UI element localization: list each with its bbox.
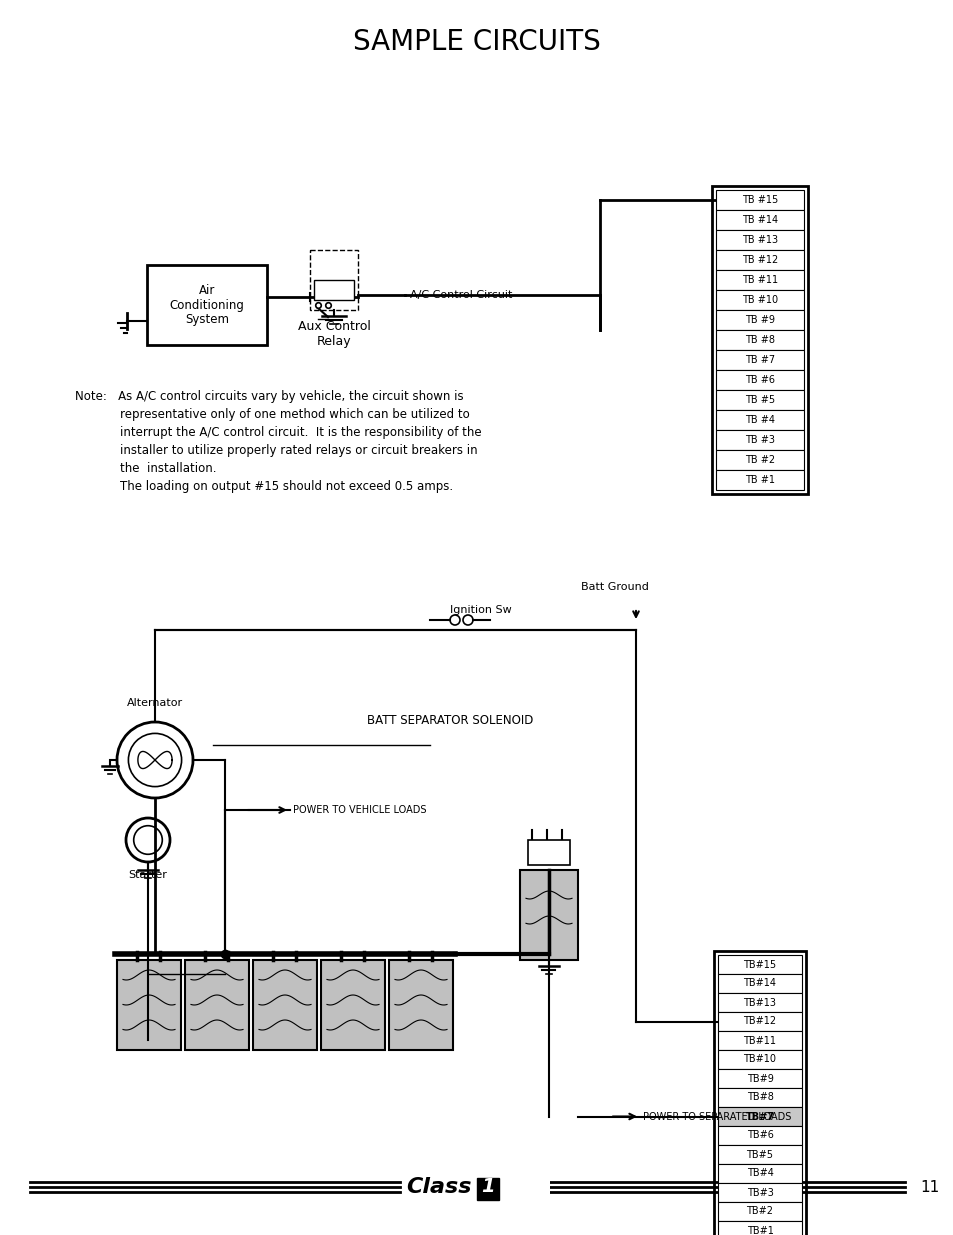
Bar [716,249,803,270]
Text: TB#10: TB#10 [742,1055,776,1065]
Bar [716,290,803,310]
Text: TB#2: TB#2 [745,1207,773,1216]
Text: Class: Class [406,1177,472,1197]
Text: 11: 11 [919,1179,939,1194]
Text: Starter: Starter [129,869,168,881]
Bar [476,1178,498,1200]
Bar [716,430,803,450]
Bar [716,270,803,290]
Bar [716,190,803,210]
Text: TB #1: TB #1 [744,475,774,485]
Bar [389,960,453,1050]
Bar [718,1145,801,1165]
Text: TB#6: TB#6 [746,1130,773,1140]
Text: TB#4: TB#4 [746,1168,773,1178]
Bar [320,960,385,1050]
Text: TB#7: TB#7 [744,1112,774,1121]
Bar [185,960,249,1050]
Bar [314,280,354,300]
Text: Aux Control
Relay: Aux Control Relay [297,320,370,348]
Text: Note:   As A/C control circuits vary by vehicle, the circuit shown is: Note: As A/C control circuits vary by ve… [75,390,463,403]
Text: TB#8: TB#8 [746,1093,773,1103]
Text: TB #9: TB #9 [744,315,774,325]
Bar [716,450,803,471]
Text: TB #7: TB #7 [744,354,774,366]
Bar [718,1107,801,1126]
Text: POWER TO VEHICLE LOADS: POWER TO VEHICLE LOADS [293,805,426,815]
Text: TB #11: TB #11 [741,275,778,285]
Bar [310,249,357,310]
Bar [718,1202,801,1221]
Text: TB #2: TB #2 [744,454,774,466]
Bar [519,869,578,960]
Text: interrupt the A/C control circuit.  It is the responsibility of the: interrupt the A/C control circuit. It is… [75,426,481,438]
Text: TB #4: TB #4 [744,415,774,425]
Text: TB#12: TB#12 [742,1016,776,1026]
Text: TB#11: TB#11 [742,1035,776,1046]
Bar [716,350,803,370]
Bar [718,974,801,993]
Bar [716,471,803,490]
Bar [716,370,803,390]
Text: TB #10: TB #10 [741,295,778,305]
Bar [117,960,181,1050]
Bar [716,210,803,230]
Text: 1: 1 [480,1177,495,1197]
Bar [716,310,803,330]
Bar [527,840,569,864]
Text: TB#13: TB#13 [742,998,776,1008]
Bar [716,410,803,430]
Bar [713,951,805,1235]
Text: TB #14: TB #14 [741,215,778,225]
Bar [718,1050,801,1070]
Text: TB #3: TB #3 [744,435,774,445]
Bar [718,1031,801,1050]
Text: SAMPLE CIRCUITS: SAMPLE CIRCUITS [353,28,600,56]
Text: Alternator: Alternator [127,698,183,708]
Text: Ignition Sw: Ignition Sw [450,605,511,615]
Text: TB#3: TB#3 [746,1188,773,1198]
Text: TB#5: TB#5 [745,1150,773,1160]
Text: Air
Conditioning
System: Air Conditioning System [170,284,244,326]
Bar [711,186,807,494]
Bar [718,1070,801,1088]
Bar [716,330,803,350]
Bar [718,1126,801,1145]
Text: TB #8: TB #8 [744,335,774,345]
Text: The loading on output #15 should not exceed 0.5 amps.: The loading on output #15 should not exc… [75,480,453,493]
Text: POWER TO SEPARATED LOADS: POWER TO SEPARATED LOADS [642,1112,791,1121]
Text: TB#9: TB#9 [746,1073,773,1083]
Bar [718,1183,801,1202]
Text: TB#14: TB#14 [742,978,776,988]
Bar [718,1221,801,1235]
Bar [718,1011,801,1031]
Bar [716,390,803,410]
Text: TB #12: TB #12 [741,254,778,266]
Bar [716,230,803,249]
Text: TB #13: TB #13 [741,235,778,245]
Bar [718,993,801,1011]
Text: installer to utilize properly rated relays or circuit breakers in: installer to utilize properly rated rela… [75,445,477,457]
Bar [410,1174,550,1202]
Bar [147,266,267,345]
Bar [253,960,316,1050]
Text: BATT SEPARATOR SOLENOID: BATT SEPARATOR SOLENOID [366,714,533,726]
Text: TB #5: TB #5 [744,395,774,405]
Text: representative only of one method which can be utilized to: representative only of one method which … [75,408,469,421]
Text: TB #15: TB #15 [741,195,778,205]
Text: the  installation.: the installation. [75,462,216,475]
Bar [718,955,801,974]
Text: TB #6: TB #6 [744,375,774,385]
Text: A/C Control Circuit: A/C Control Circuit [410,290,512,300]
Bar [718,1088,801,1107]
Text: TB#15: TB#15 [742,960,776,969]
Text: Batt Ground: Batt Ground [580,582,648,592]
Bar [718,1165,801,1183]
Text: TB#1: TB#1 [746,1225,773,1235]
